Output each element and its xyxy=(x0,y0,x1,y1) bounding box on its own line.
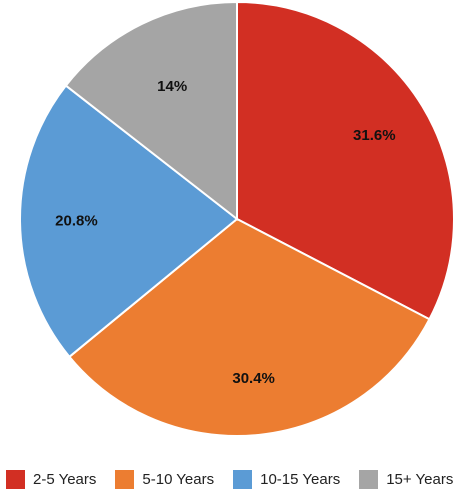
legend-swatch xyxy=(115,470,135,489)
slice-value-label: 31.6% xyxy=(353,127,396,144)
legend-label: 5-10 Years xyxy=(142,471,215,488)
legend-label: 15+ Years xyxy=(386,471,454,488)
pie-slice-10-15-years xyxy=(19,84,239,359)
pie-slice-5-10-years xyxy=(67,217,431,437)
slice-value-label: 14% xyxy=(157,78,187,95)
slice-value-label: 20.8% xyxy=(55,213,98,230)
pie-slice-15-years xyxy=(64,0,238,222)
legend-item-10-15-years: 10-15 Years xyxy=(233,470,340,489)
legend-swatch xyxy=(233,470,253,489)
pie-chart: 31.6% 30.4% 20.8% 14% xyxy=(19,0,455,437)
legend-label: 2-5 Years xyxy=(33,471,97,488)
legend-swatch xyxy=(359,470,379,489)
legend-item-5-10-years: 5-10 Years xyxy=(115,470,214,489)
pie-slice-2-5-years xyxy=(236,0,455,321)
legend-item-15-plus-years: 15+ Years xyxy=(359,470,453,489)
slice-value-label: 30.4% xyxy=(232,370,275,387)
legend-swatch xyxy=(6,470,25,489)
legend-item-2-5-years: 2-5 Years xyxy=(6,470,96,489)
legend-label: 10-15 Years xyxy=(260,471,341,488)
legend: 2-5 Years 5-10 Years 10-15 Years 15+ Yea… xyxy=(6,470,453,489)
